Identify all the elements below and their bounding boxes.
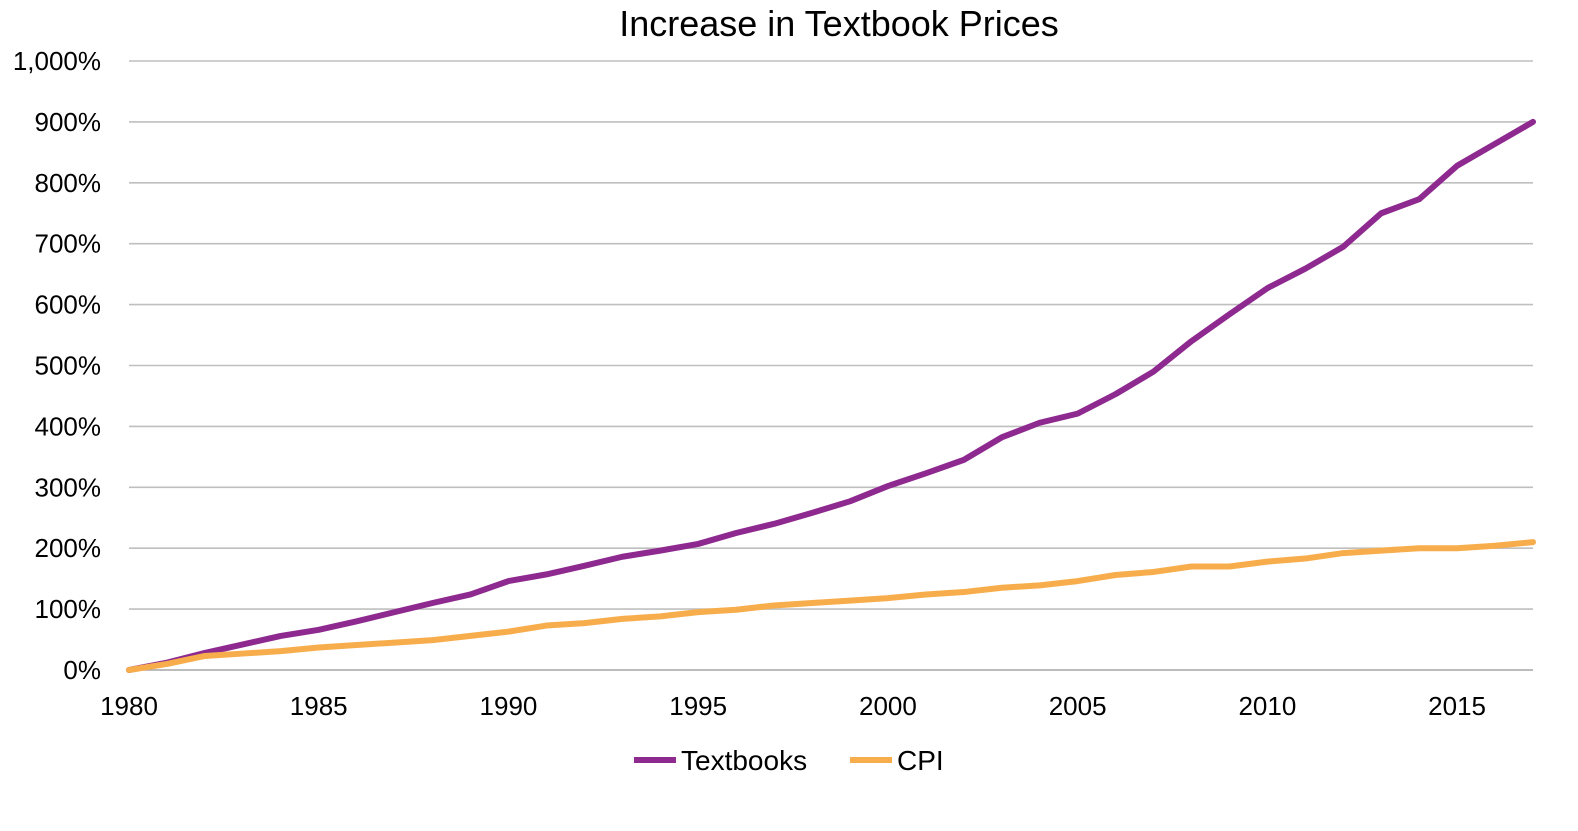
series-line-cpi (126, 539, 1536, 673)
y-tick-label: 100% (35, 594, 102, 624)
y-tick-label: 0% (63, 655, 101, 685)
chart-title: Increase in Textbook Prices (619, 3, 1059, 44)
y-tick-label: 500% (35, 351, 102, 381)
y-tick-label: 200% (35, 533, 102, 563)
x-tick-label: 2010 (1238, 691, 1296, 721)
legend-label-textbooks: Textbooks (681, 745, 807, 776)
x-tick-label: 2005 (1049, 691, 1107, 721)
legend-label-cpi: CPI (897, 745, 944, 776)
series-line-textbooks (126, 118, 1536, 673)
x-tick-label: 1980 (100, 691, 158, 721)
y-axis-tick-labels: 0% 100% 200% 300% 400% 500% 600% 700% 800% 900% 1,… (13, 46, 101, 685)
x-tick-label: 1990 (480, 691, 538, 721)
gridlines (129, 60, 1533, 671)
x-tick-label: 2015 (1428, 691, 1486, 721)
y-tick-label: 600% (35, 290, 102, 320)
x-tick-label: 1985 (290, 691, 348, 721)
y-tick-label: 700% (35, 229, 102, 259)
y-tick-label: 900% (35, 107, 102, 137)
x-tick-label: 2000 (859, 691, 917, 721)
x-tick-label: 1995 (669, 691, 727, 721)
legend: Textbooks CPI (634, 745, 944, 776)
y-tick-label: 1,000% (13, 46, 101, 76)
y-tick-label: 400% (35, 411, 102, 441)
x-axis-tick-labels: 1980 1985 1990 1995 2000 2005 2010 2015 (100, 691, 1486, 721)
series-lines (126, 118, 1536, 673)
y-tick-label: 300% (35, 472, 102, 502)
y-tick-label: 800% (35, 168, 102, 198)
